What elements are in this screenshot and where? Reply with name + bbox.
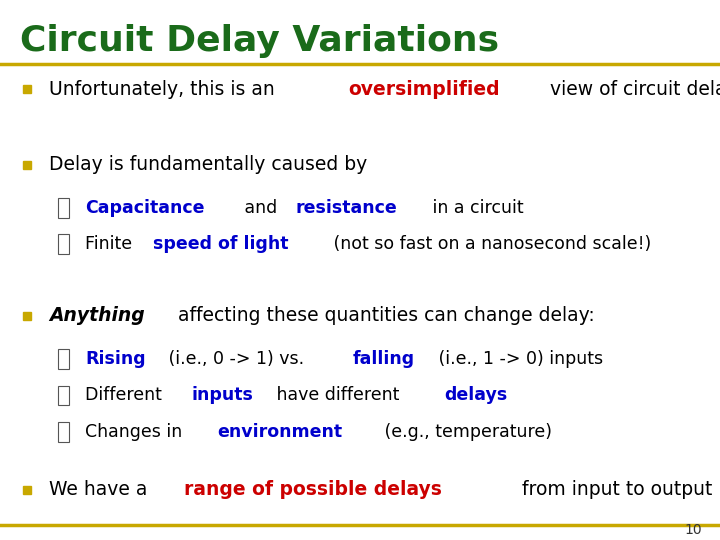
Text: (not so fast on a nanosecond scale!): (not so fast on a nanosecond scale!) <box>328 235 651 253</box>
Text: (e.g., temperature): (e.g., temperature) <box>379 423 552 441</box>
Bar <box>58 198 69 218</box>
Text: resistance: resistance <box>296 199 397 217</box>
Text: delays: delays <box>444 386 507 404</box>
Bar <box>58 386 69 405</box>
Bar <box>58 349 69 369</box>
Text: speed of light: speed of light <box>153 235 289 253</box>
Text: and: and <box>239 199 283 217</box>
Text: range of possible delays: range of possible delays <box>184 480 441 500</box>
Text: 10: 10 <box>685 523 702 537</box>
Text: Rising: Rising <box>85 350 145 368</box>
Text: falling: falling <box>352 350 415 368</box>
Text: view of circuit delay: view of circuit delay <box>544 79 720 99</box>
Text: (i.e., 1 -> 0) inputs: (i.e., 1 -> 0) inputs <box>433 350 603 368</box>
Text: Delay is fundamentally caused by: Delay is fundamentally caused by <box>49 155 367 174</box>
Text: have different: have different <box>271 386 405 404</box>
Text: Anything: Anything <box>49 306 145 326</box>
Text: environment: environment <box>217 423 343 441</box>
Bar <box>58 234 69 254</box>
Text: Changes in: Changes in <box>85 423 188 441</box>
Text: We have a: We have a <box>49 480 153 500</box>
Text: Circuit Delay Variations: Circuit Delay Variations <box>20 24 499 58</box>
Text: Unfortunately, this is an: Unfortunately, this is an <box>49 79 281 99</box>
Text: Finite: Finite <box>85 235 138 253</box>
Text: in a circuit: in a circuit <box>427 199 523 217</box>
Text: affecting these quantities can change delay:: affecting these quantities can change de… <box>172 306 595 326</box>
Bar <box>58 422 69 442</box>
Text: oversimplified: oversimplified <box>348 79 500 99</box>
Text: inputs: inputs <box>192 386 253 404</box>
Text: Different: Different <box>85 386 167 404</box>
Text: Capacitance: Capacitance <box>85 199 204 217</box>
Text: from input to output: from input to output <box>516 480 713 500</box>
Text: (i.e., 0 -> 1) vs.: (i.e., 0 -> 1) vs. <box>163 350 310 368</box>
